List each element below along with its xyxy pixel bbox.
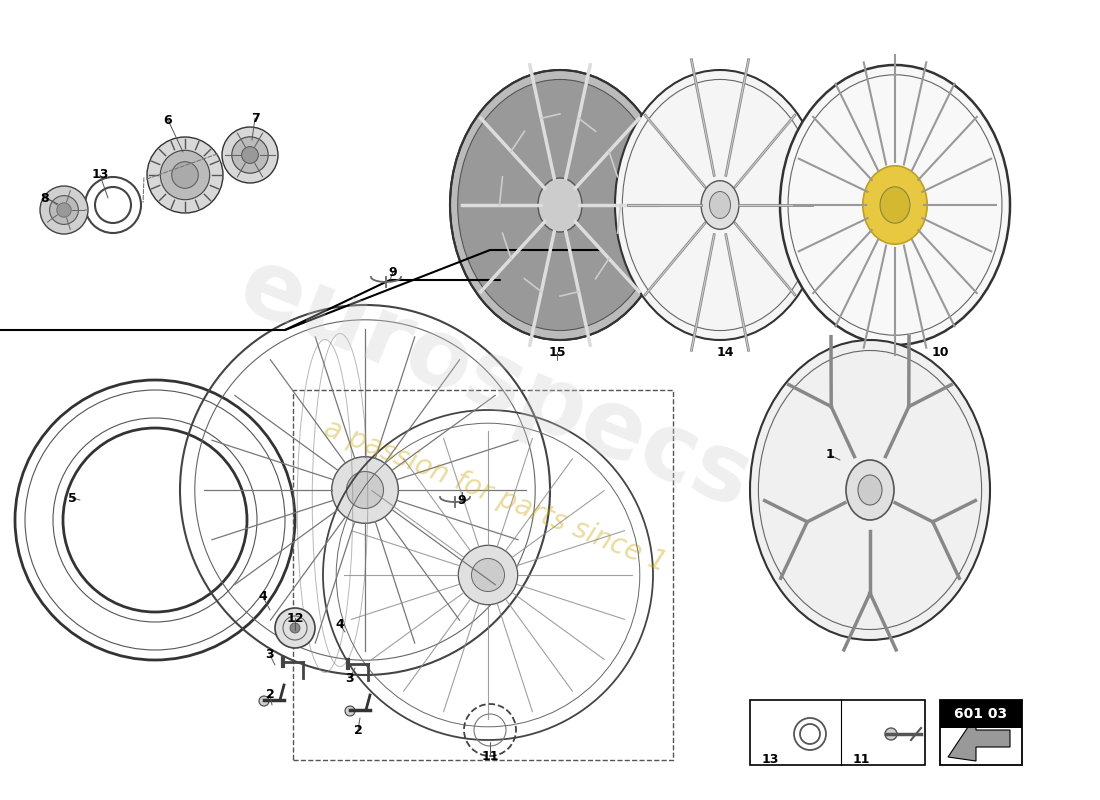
Ellipse shape [880,186,910,223]
Text: a passion for parts since 1: a passion for parts since 1 [320,414,670,578]
Text: eurospecs: eurospecs [226,240,764,528]
Ellipse shape [538,178,582,232]
Circle shape [459,546,518,605]
Circle shape [345,706,355,716]
Ellipse shape [750,340,990,640]
Text: 4: 4 [258,590,267,603]
Text: 12: 12 [286,611,304,625]
Text: 13: 13 [762,753,780,766]
Ellipse shape [458,79,662,330]
Text: 11: 11 [852,753,870,766]
Ellipse shape [846,460,894,520]
Bar [940,700,1022,765]
Ellipse shape [710,191,730,218]
Bar [940,700,1022,728]
Circle shape [332,457,398,523]
Circle shape [886,728,896,740]
Text: 2: 2 [265,689,274,702]
Ellipse shape [701,181,739,230]
Ellipse shape [780,65,1010,345]
Text: 5: 5 [67,491,76,505]
Circle shape [232,137,268,174]
Ellipse shape [858,475,882,505]
Circle shape [275,608,315,648]
Text: 14: 14 [716,346,734,358]
Circle shape [147,137,223,213]
Text: 7: 7 [251,111,260,125]
Text: 3: 3 [266,649,274,662]
Text: 6: 6 [164,114,173,126]
Ellipse shape [450,70,670,340]
Text: 2: 2 [353,723,362,737]
Circle shape [40,186,88,234]
Circle shape [258,696,270,706]
Text: 4: 4 [336,618,344,631]
Text: 3: 3 [345,671,354,685]
Circle shape [161,150,210,200]
Text: 10: 10 [932,346,948,358]
Circle shape [50,195,78,224]
Circle shape [242,146,258,163]
Bar [750,700,925,765]
Text: 9: 9 [458,494,466,506]
Ellipse shape [615,70,825,340]
Bar [293,390,673,760]
Text: 1: 1 [826,449,835,462]
Circle shape [290,623,300,633]
Circle shape [222,127,278,183]
Circle shape [172,162,198,188]
Circle shape [57,202,72,218]
Circle shape [472,558,505,591]
Text: 601 03: 601 03 [955,707,1008,721]
Ellipse shape [862,166,927,244]
Text: 11: 11 [482,750,498,762]
Text: 13: 13 [91,169,109,182]
Text: 9: 9 [388,266,397,278]
Text: 8: 8 [41,191,50,205]
Text: 15: 15 [548,346,565,358]
Polygon shape [948,715,1010,761]
Circle shape [346,471,384,509]
